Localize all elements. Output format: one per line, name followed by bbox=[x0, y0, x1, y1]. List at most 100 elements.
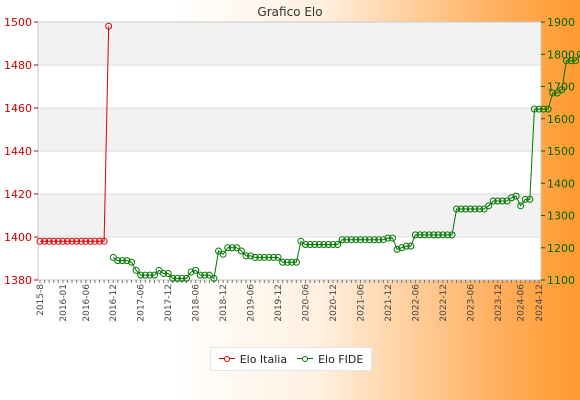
x-tick-label: 2019-12 bbox=[274, 284, 284, 322]
y-right-tick-label: 1100 bbox=[547, 274, 575, 287]
data-point-elo-fide bbox=[489, 197, 497, 205]
data-point-elo-fide bbox=[526, 195, 534, 203]
data-point-elo-fide bbox=[512, 192, 520, 200]
data-point-elo-fide bbox=[361, 236, 369, 244]
legend-swatch-elo-fide bbox=[297, 354, 314, 364]
x-tick-label: 2024-12 bbox=[535, 284, 545, 322]
data-point-elo-fide bbox=[128, 258, 136, 266]
data-point-elo-fide bbox=[315, 241, 323, 249]
data-point-elo-fide bbox=[370, 236, 378, 244]
y-right-tick-label: 1300 bbox=[547, 210, 575, 223]
data-point-elo-fide bbox=[334, 241, 342, 249]
y-right-tick-label: 1600 bbox=[547, 113, 575, 126]
data-point-elo-fide bbox=[421, 231, 429, 239]
data-point-elo-fide bbox=[398, 244, 406, 252]
data-point-elo-fide bbox=[389, 234, 397, 242]
data-point-elo-fide bbox=[562, 57, 570, 65]
data-point-elo-fide bbox=[292, 258, 300, 266]
data-point-elo-fide bbox=[544, 105, 552, 113]
x-tick-label: 2022-06 bbox=[411, 284, 421, 322]
x-tick-label: 2019-06 bbox=[247, 284, 257, 322]
data-point-elo-fide bbox=[453, 205, 461, 213]
data-point-elo-fide bbox=[269, 253, 277, 261]
x-tick-label: 2022-12 bbox=[439, 284, 449, 322]
data-point-elo-fide bbox=[448, 231, 456, 239]
x-tick-label: 2021-06 bbox=[356, 284, 366, 322]
data-point-elo-fide bbox=[233, 244, 241, 252]
x-tick-label: 2016-01 bbox=[59, 284, 69, 322]
y-left-tick-label: 1460 bbox=[4, 102, 32, 115]
data-point-elo-italia bbox=[73, 237, 81, 245]
data-point-elo-fide bbox=[242, 252, 250, 260]
y-left-tick-label: 1400 bbox=[4, 231, 32, 244]
data-point-elo-fide bbox=[169, 274, 177, 282]
data-point-elo-fide bbox=[338, 236, 346, 244]
data-point-elo-fide bbox=[320, 241, 328, 249]
data-point-elo-fide bbox=[498, 197, 506, 205]
data-point-elo-italia bbox=[100, 237, 108, 245]
y-right-tick-label: 1500 bbox=[547, 145, 575, 158]
data-point-elo-fide bbox=[228, 244, 236, 252]
data-point-elo-italia bbox=[59, 237, 67, 245]
legend-item-elo-fide: Elo FIDE bbox=[297, 353, 363, 366]
data-point-elo-fide bbox=[256, 253, 264, 261]
legend-label-elo-fide: Elo FIDE bbox=[318, 352, 364, 366]
data-point-elo-fide bbox=[283, 258, 291, 266]
y-right-tick-label: 1900 bbox=[547, 16, 575, 29]
data-point-elo-fide bbox=[485, 202, 493, 210]
data-point-elo-fide bbox=[457, 205, 465, 213]
x-tick-label: 2020-06 bbox=[302, 284, 312, 322]
chart-title: Grafico Elo bbox=[257, 5, 322, 19]
x-tick-label: 2017-06 bbox=[137, 284, 147, 322]
data-point-elo-fide bbox=[352, 236, 360, 244]
data-point-elo-fide bbox=[411, 231, 419, 239]
data-point-elo-italia bbox=[68, 237, 76, 245]
x-tick-label: 2018-12 bbox=[219, 284, 229, 322]
data-point-elo-fide bbox=[572, 57, 580, 65]
data-point-elo-fide bbox=[224, 244, 232, 252]
x-tick-label: 2020-12 bbox=[329, 284, 339, 322]
legend-label-elo-italia: Elo Italia bbox=[239, 352, 288, 366]
data-point-elo-fide bbox=[324, 241, 332, 249]
y-right-tick-label: 1800 bbox=[547, 48, 575, 61]
data-point-elo-fide bbox=[425, 231, 433, 239]
data-point-elo-fide bbox=[118, 257, 126, 265]
data-point-elo-italia bbox=[63, 237, 71, 245]
data-point-elo-fide bbox=[379, 236, 387, 244]
series-line-elo-italia bbox=[40, 26, 110, 242]
legend-swatch-elo-italia bbox=[218, 354, 235, 364]
x-tick-label: 2021-12 bbox=[384, 284, 394, 322]
x-tick-label: 2024-06 bbox=[517, 284, 527, 322]
data-point-elo-fide bbox=[553, 89, 561, 97]
data-point-elo-fide bbox=[306, 241, 314, 249]
y-left-tick-label: 1480 bbox=[4, 59, 32, 72]
data-point-elo-fide bbox=[178, 274, 186, 282]
data-point-elo-fide bbox=[265, 253, 273, 261]
data-point-elo-fide bbox=[430, 231, 438, 239]
data-point-elo-fide bbox=[215, 247, 223, 255]
data-point-elo-fide bbox=[439, 231, 447, 239]
data-point-elo-fide bbox=[434, 231, 442, 239]
data-point-elo-fide bbox=[540, 105, 548, 113]
data-point-elo-fide bbox=[356, 236, 364, 244]
data-point-elo-fide bbox=[311, 241, 319, 249]
data-point-elo-italia bbox=[77, 237, 85, 245]
data-point-elo-fide bbox=[187, 268, 195, 276]
data-point-elo-italia bbox=[54, 237, 62, 245]
data-point-elo-fide bbox=[219, 250, 227, 258]
data-point-elo-fide bbox=[279, 258, 287, 266]
data-point-elo-fide bbox=[210, 274, 218, 282]
data-point-elo-fide bbox=[137, 271, 145, 279]
legend: Elo Italia Elo FIDE bbox=[210, 347, 372, 371]
x-tick-label: 2016-06 bbox=[82, 284, 92, 322]
data-point-elo-fide bbox=[402, 242, 410, 250]
x-tick-label: 2017-12 bbox=[164, 284, 174, 322]
y-left-tick-label: 1500 bbox=[4, 16, 32, 29]
data-point-elo-fide bbox=[558, 86, 566, 94]
data-point-elo-fide bbox=[201, 271, 209, 279]
y-left-tick-label: 1380 bbox=[4, 274, 32, 287]
data-point-elo-fide bbox=[347, 236, 355, 244]
data-point-elo-fide bbox=[471, 205, 479, 213]
data-point-elo-italia bbox=[105, 22, 113, 30]
grid-band bbox=[38, 108, 541, 151]
